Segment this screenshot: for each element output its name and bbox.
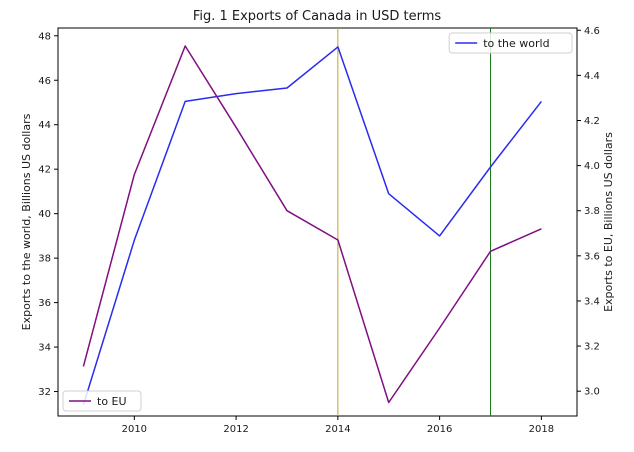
legend-box — [62, 390, 142, 412]
y-right-tick-label: 3.8 — [584, 206, 600, 217]
x-tick-label: 2018 — [529, 424, 554, 435]
y-left-tick-label: 42 — [38, 165, 51, 176]
x-tick-label: 2012 — [223, 424, 248, 435]
y-left-tick-label: 46 — [38, 76, 51, 87]
series-line-to-eu — [82, 45, 542, 404]
y-axis-right: 3.0 3.2 3.4 3.6 3.8 4.0 4.2 4.4 4.6 — [577, 26, 600, 398]
chart-title: Fig. 1 Exports of Canada in USD terms — [193, 9, 442, 24]
legend-to-the-world: to the world — [448, 32, 573, 54]
y-axis-left-label: Exports to the world, Billions US dollar… — [20, 113, 33, 330]
x-axis: 2010 2012 2014 2016 2018 — [122, 416, 554, 435]
legend-label: to the world — [483, 37, 549, 50]
y-right-tick-label: 3.4 — [584, 296, 600, 307]
legends: to the world to EU — [62, 32, 573, 412]
y-left-tick-label: 44 — [38, 120, 51, 131]
y-right-tick-label: 3.2 — [584, 342, 600, 353]
series-layer — [82, 45, 542, 406]
y-left-tick-label: 38 — [38, 254, 51, 265]
vertical-lines — [337, 28, 491, 416]
y-right-tick-label: 4.2 — [584, 116, 600, 127]
x-tick-label: 2016 — [427, 424, 452, 435]
y-right-tick-label: 3.0 — [584, 387, 600, 398]
y-left-tick-label: 32 — [38, 387, 51, 398]
legend-label: to EU — [97, 395, 127, 408]
plot-area — [57, 27, 578, 417]
legend-box — [448, 32, 573, 54]
y-right-tick-label: 4.0 — [584, 161, 600, 172]
y-left-tick-label: 36 — [38, 298, 51, 309]
series-line-to-the-world — [82, 46, 542, 406]
y-axis-right-label: Exports to EU, Billions US dollars — [602, 132, 615, 312]
y-axis-left: 32 34 36 38 40 42 44 46 48 — [38, 31, 58, 398]
y-right-tick-label: 3.6 — [584, 251, 600, 262]
y-left-tick-label: 34 — [38, 343, 51, 354]
y-right-tick-label: 4.6 — [584, 26, 600, 37]
x-tick-label: 2014 — [325, 424, 350, 435]
legend-to-eu: to EU — [62, 390, 142, 412]
y-left-tick-label: 40 — [38, 209, 51, 220]
x-tick-label: 2010 — [122, 424, 147, 435]
y-left-tick-label: 48 — [38, 31, 51, 42]
y-right-tick-label: 4.4 — [584, 71, 600, 82]
